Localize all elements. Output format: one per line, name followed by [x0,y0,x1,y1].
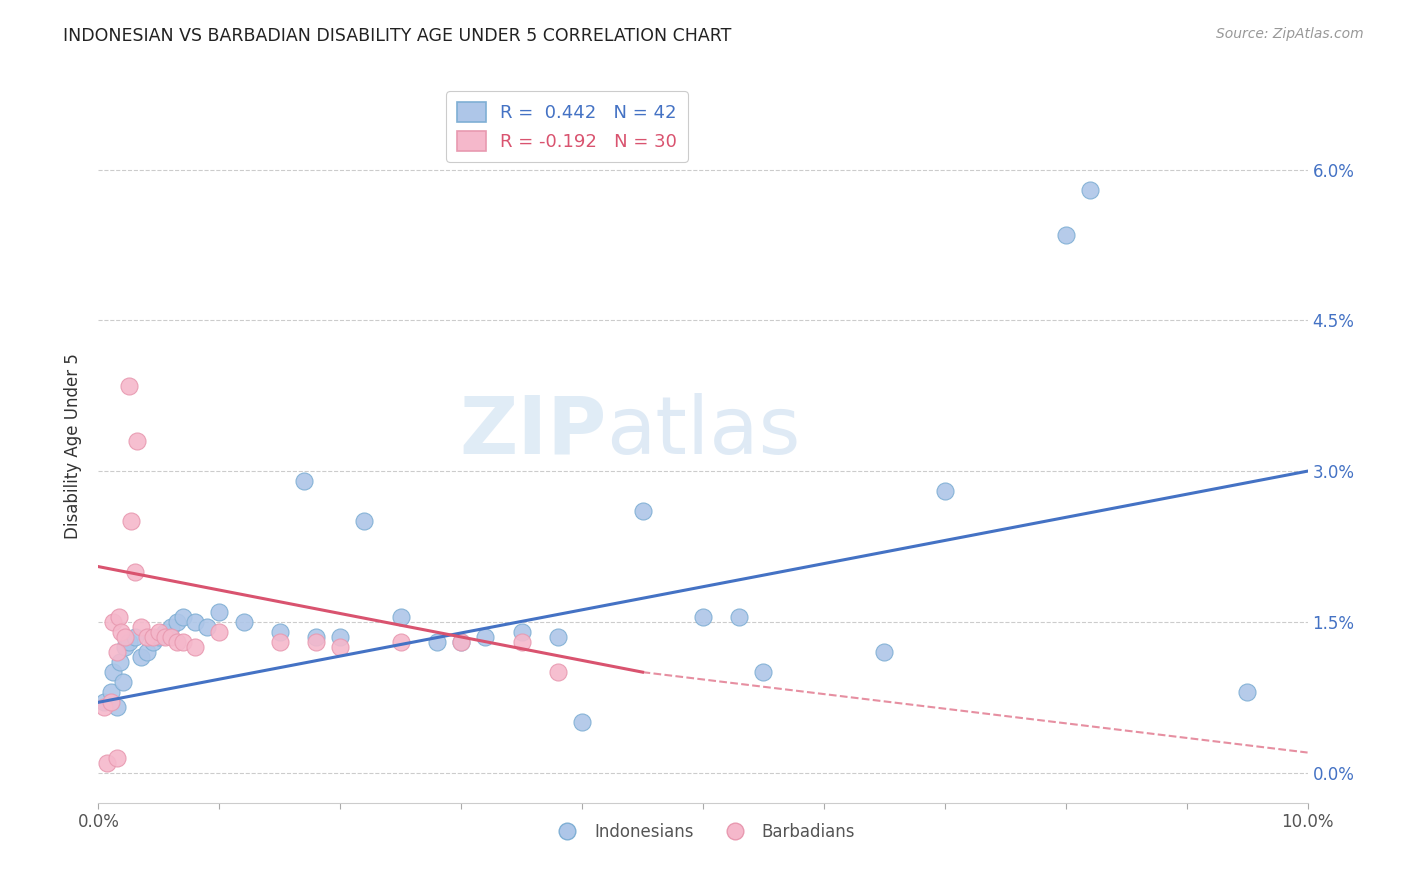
Point [153,624,176,639]
Point [166,635,188,649]
Point [105,700,128,714]
Point [101,615,124,629]
Point [118,635,141,649]
Point [184,615,207,629]
Point [172,610,194,624]
Text: ZIP: ZIP [458,392,606,471]
Text: INDONESIAN VS BARBADIAN DISABILITY AGE UNDER 5 CORRELATION CHART: INDONESIAN VS BARBADIAN DISABILITY AGE U… [63,27,731,45]
Point [389,610,412,624]
Point [124,630,146,644]
Point [93,695,115,709]
Point [1054,227,1077,242]
Point [184,640,207,654]
Point [142,630,165,644]
Point [547,630,569,644]
Point [105,645,128,659]
Point [153,630,176,644]
Point [118,378,141,392]
Text: atlas: atlas [606,392,800,471]
Point [142,635,165,649]
Point [474,630,496,644]
Point [172,635,194,649]
Legend: Indonesians, Barbadians: Indonesians, Barbadians [544,817,862,848]
Point [100,695,122,709]
Point [571,715,593,730]
Point [195,620,218,634]
Point [752,665,775,680]
Point [450,635,472,649]
Point [101,665,124,680]
Point [305,635,328,649]
Point [108,655,131,669]
Point [873,645,896,659]
Point [292,474,315,488]
Point [728,610,751,624]
Point [148,624,170,639]
Point [148,630,170,644]
Point [129,620,152,634]
Point [108,610,131,624]
Text: Source: ZipAtlas.com: Source: ZipAtlas.com [1216,27,1364,41]
Point [329,630,352,644]
Point [129,650,152,665]
Point [631,504,654,518]
Point [934,484,956,499]
Point [692,610,714,624]
Point [208,605,231,619]
Point [353,515,375,529]
Point [160,620,183,634]
Point [111,675,134,690]
Point [329,640,352,654]
Point [510,635,533,649]
Point [269,624,291,639]
Point [547,665,569,680]
Point [166,615,188,629]
Point [1078,183,1101,197]
Point [105,750,128,764]
Point [124,565,146,579]
Point [232,615,254,629]
Point [93,700,115,714]
Point [426,635,449,649]
Point [1236,685,1258,699]
Point [510,624,533,639]
Point [269,635,291,649]
Point [127,434,149,448]
Point [389,635,412,649]
Point [114,630,136,644]
Point [110,624,132,639]
Point [208,624,231,639]
Point [96,756,118,770]
Point [114,640,136,654]
Point [100,685,122,699]
Point [120,515,142,529]
Point [450,635,472,649]
Point [135,645,157,659]
Point [305,630,328,644]
Point [135,630,157,644]
Y-axis label: Disability Age Under 5: Disability Age Under 5 [63,353,82,539]
Point [160,630,183,644]
